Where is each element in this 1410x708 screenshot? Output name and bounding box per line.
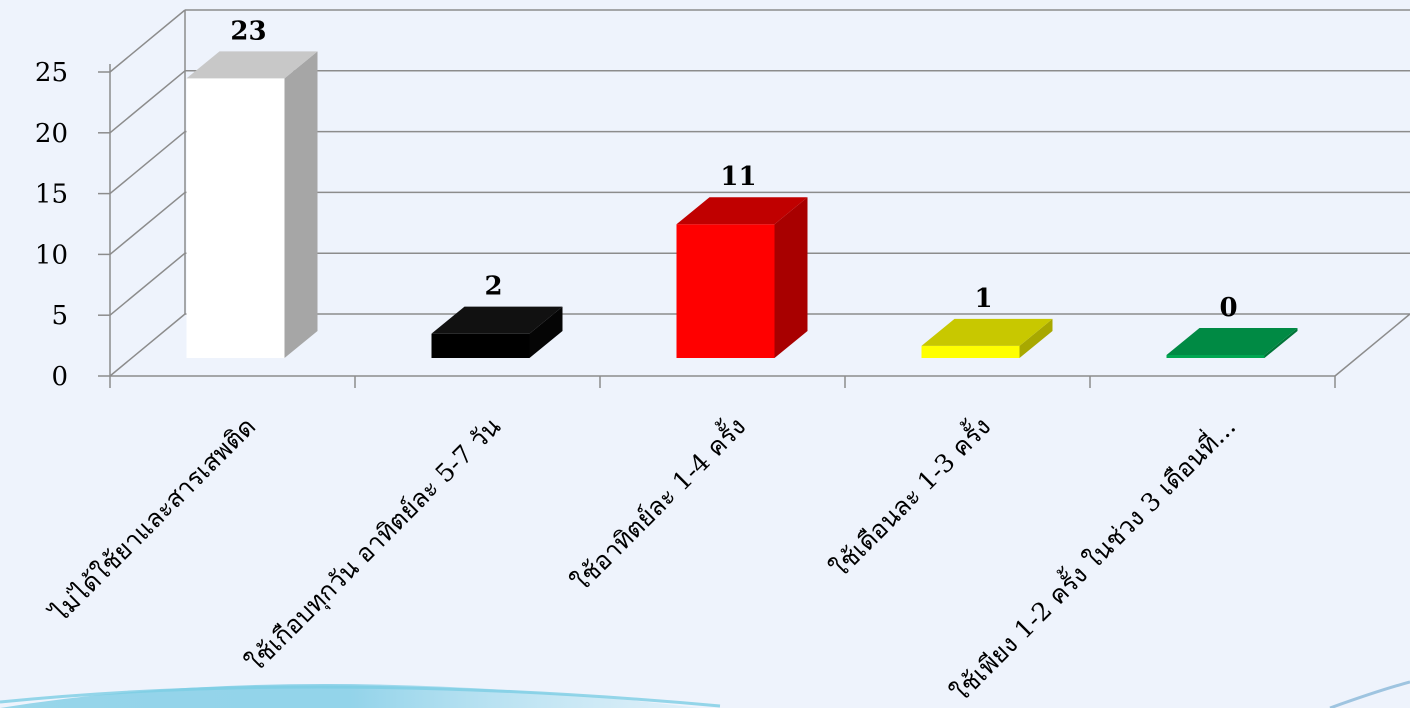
floor-right-edge xyxy=(1334,313,1410,377)
x-category-label: ไม่ได้ใช้ยาและสารเสพติด xyxy=(44,412,261,629)
axis-layer xyxy=(98,64,1410,388)
gridline-diagonal xyxy=(109,191,186,255)
bar-top xyxy=(921,318,1053,346)
x-category-label: ใช้เพียง 1-2 ครั้ง ในช่วง 3 เดือนที่... xyxy=(943,409,1241,707)
data-label: 11 xyxy=(720,162,756,192)
x-category-label: ใช้เกือบทุกวัน อาทิตย์ละ 5-7 วัน xyxy=(240,412,506,678)
bar-side xyxy=(1264,328,1298,358)
bar-front xyxy=(431,333,530,358)
bar-layer xyxy=(186,51,1298,358)
gridline-diagonal xyxy=(109,70,186,134)
bar xyxy=(921,318,1053,358)
bar-side xyxy=(1019,318,1053,358)
gridline-diagonal xyxy=(109,131,186,195)
y-tick-label: 20 xyxy=(35,119,68,149)
bar-front xyxy=(676,224,775,358)
x-category-label: ใช้อาทิตย์ละ 1-4 ครั้ง xyxy=(563,409,751,597)
gridline-diagonal xyxy=(109,313,186,377)
bar xyxy=(186,51,318,358)
y-tick-label: 15 xyxy=(35,180,68,210)
data-label: 2 xyxy=(484,272,502,302)
bar-top xyxy=(676,197,808,225)
y-tick-label: 10 xyxy=(35,240,68,270)
bar-side xyxy=(774,197,808,358)
background-swoosh-line xyxy=(0,685,721,708)
bar-front xyxy=(921,345,1020,358)
bar-side xyxy=(529,306,563,358)
bar-top xyxy=(1166,328,1298,355)
bar-top xyxy=(186,51,318,79)
bar-front xyxy=(1166,355,1265,358)
data-label: 0 xyxy=(1219,293,1237,323)
gridline-diagonal xyxy=(109,9,186,73)
data-label: 1 xyxy=(974,284,992,314)
bar-top xyxy=(431,306,563,334)
y-tick-label: 25 xyxy=(35,58,68,88)
bar-front xyxy=(186,78,285,358)
background-swoosh-right xyxy=(1329,680,1410,708)
gridline-diagonal xyxy=(109,252,186,316)
bar-side xyxy=(284,51,318,358)
grid-layer xyxy=(109,9,1410,377)
bar xyxy=(676,197,808,358)
bar xyxy=(1166,328,1298,358)
bar xyxy=(431,306,563,358)
data-label: 23 xyxy=(230,16,266,46)
y-tick-label: 0 xyxy=(51,362,68,392)
y-tick-label: 5 xyxy=(51,301,68,331)
x-category-label: ใช้เดือนละ 1-3 ครั้ง xyxy=(822,409,996,583)
